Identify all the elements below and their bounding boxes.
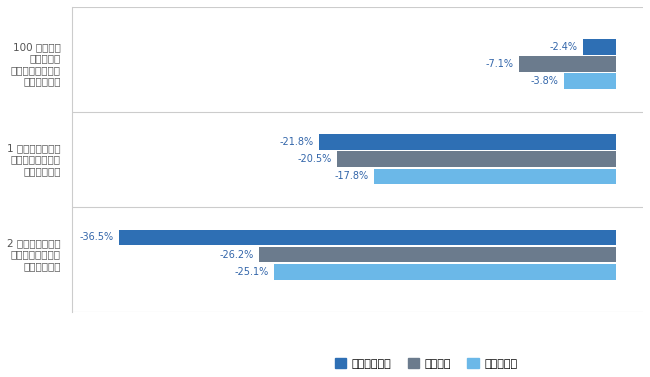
Bar (259, 247, 616, 262)
Legend: デスクトップ, モバイル, タブレット: デスクトップ, モバイル, タブレット (330, 354, 522, 373)
Text: -2.4%: -2.4% (550, 42, 578, 52)
Bar (120, 230, 616, 245)
Text: -20.5%: -20.5% (297, 154, 332, 164)
Bar (564, 74, 616, 89)
Text: -26.2%: -26.2% (220, 250, 254, 260)
Text: -7.1%: -7.1% (486, 59, 514, 69)
Bar (319, 134, 616, 150)
Bar (374, 169, 616, 184)
Text: -25.1%: -25.1% (235, 267, 269, 277)
Bar (519, 56, 616, 72)
Text: -3.8%: -3.8% (531, 76, 559, 86)
Text: -36.5%: -36.5% (80, 233, 114, 242)
Bar (337, 152, 616, 167)
Bar (583, 39, 616, 55)
Bar (274, 264, 616, 280)
Text: -17.8%: -17.8% (334, 172, 369, 181)
Text: -21.8%: -21.8% (280, 137, 314, 147)
